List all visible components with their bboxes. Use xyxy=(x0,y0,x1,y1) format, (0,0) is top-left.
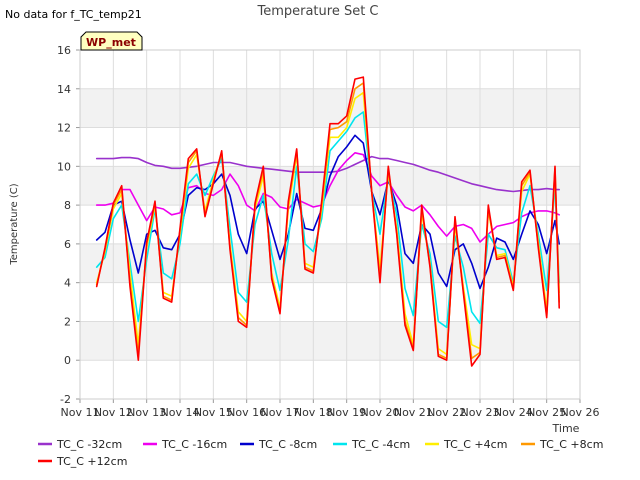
x-tick-label: Nov 18 xyxy=(294,406,333,419)
site-badge-label: WP_met xyxy=(86,36,136,49)
x-tick-label: Nov 19 xyxy=(327,406,366,419)
legend-label: TC_C -32cm xyxy=(56,438,122,451)
x-tick-label: Nov 12 xyxy=(94,406,133,419)
x-axis-label: Time xyxy=(552,422,580,435)
site-badge-shape xyxy=(80,31,143,51)
y-axis-label: Temperature (C) xyxy=(9,183,20,265)
series-line-0 xyxy=(95,155,561,193)
x-tick-label: Nov 21 xyxy=(394,406,433,419)
y-tick-label: -2 xyxy=(60,393,71,406)
y-tick-label: 10 xyxy=(57,160,71,173)
series-line-6 xyxy=(95,76,561,367)
series-lines xyxy=(95,76,561,367)
x-tick-label: Nov 16 xyxy=(227,406,266,419)
series-line-2 xyxy=(95,134,561,290)
y-tick-label: 6 xyxy=(64,238,71,251)
legend-label: TC_C -4cm xyxy=(351,438,410,451)
y-tick-label: 4 xyxy=(64,277,71,290)
plot-band xyxy=(80,88,580,128)
legend-label: TC_C +8cm xyxy=(539,438,603,451)
legend-label: TC_C -16cm xyxy=(161,438,227,451)
y-tick-label: 14 xyxy=(57,83,71,96)
plot-band xyxy=(80,243,580,283)
x-tick-label: Nov 25 xyxy=(527,406,566,419)
no-data-note: No data for f_TC_temp21 xyxy=(5,8,142,21)
chart-title: Temperature Set C xyxy=(256,4,378,19)
x-tick-label: Nov 14 xyxy=(161,406,200,419)
x-tick-label: Nov 23 xyxy=(461,406,500,419)
legend-label: TC_C +12cm xyxy=(56,455,127,468)
site-badge: WP_met xyxy=(80,31,143,51)
y-tick-label: 8 xyxy=(64,199,71,212)
x-tick-label: Nov 22 xyxy=(427,406,466,419)
y-tick-label: 2 xyxy=(64,315,71,328)
x-tick-label: Nov 15 xyxy=(194,406,233,419)
x-tick-label: Nov 13 xyxy=(127,406,166,419)
x-tick-label: Nov 11 xyxy=(61,406,100,419)
x-tick-label: Nov 17 xyxy=(261,406,300,419)
plot-frame xyxy=(79,49,581,400)
y-tick-label: 16 xyxy=(57,44,71,57)
y-tick-label: 0 xyxy=(64,354,71,367)
x-tick-label: Nov 26 xyxy=(561,406,600,419)
legend: TC_C -32cm TC_C -16cm TC_C -8cm TC_C -4cm TC… xyxy=(38,438,603,468)
y-tick-label: 12 xyxy=(57,122,71,135)
plot-band xyxy=(80,321,580,361)
x-tick-label: Nov 24 xyxy=(494,406,533,419)
series-line-1 xyxy=(95,152,561,243)
legend-label: TC_C +4cm xyxy=(443,438,507,451)
x-tick-label: Nov 20 xyxy=(361,406,400,419)
legend-label: TC_C -8cm xyxy=(258,438,317,451)
